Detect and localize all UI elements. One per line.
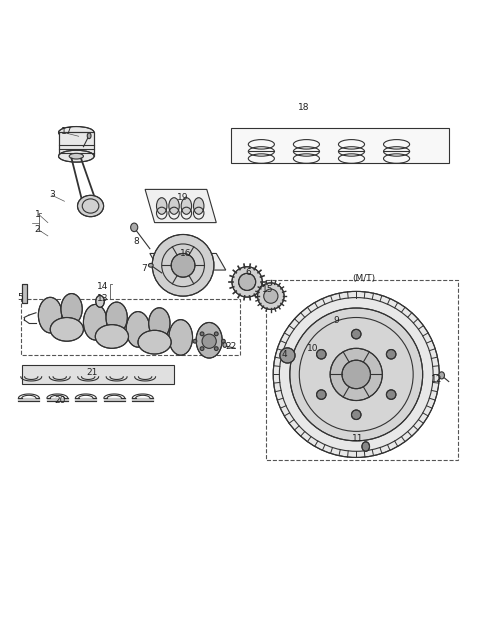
Ellipse shape — [138, 330, 171, 354]
Ellipse shape — [106, 302, 127, 333]
Ellipse shape — [362, 442, 370, 451]
Text: 18: 18 — [298, 103, 310, 112]
Ellipse shape — [439, 372, 444, 379]
Circle shape — [239, 274, 256, 290]
Circle shape — [351, 410, 361, 420]
Circle shape — [342, 360, 371, 389]
Text: 15: 15 — [262, 286, 273, 295]
Ellipse shape — [96, 324, 129, 349]
Text: 19: 19 — [177, 194, 189, 203]
Circle shape — [221, 339, 225, 343]
Circle shape — [232, 267, 262, 297]
Text: 1: 1 — [35, 210, 40, 218]
Ellipse shape — [61, 293, 82, 324]
Ellipse shape — [59, 150, 94, 162]
Circle shape — [317, 349, 326, 359]
Circle shape — [264, 289, 278, 304]
Ellipse shape — [193, 197, 204, 214]
Ellipse shape — [84, 304, 107, 340]
Circle shape — [215, 332, 218, 336]
Text: 21: 21 — [86, 368, 97, 377]
Text: 4: 4 — [282, 350, 288, 359]
Ellipse shape — [156, 197, 167, 214]
Text: 5: 5 — [17, 293, 23, 302]
Text: 20: 20 — [54, 396, 65, 405]
Bar — [22, 284, 27, 304]
Ellipse shape — [181, 197, 192, 214]
Bar — [59, 133, 94, 156]
Ellipse shape — [69, 153, 84, 159]
Circle shape — [317, 390, 326, 399]
Text: (M/T): (M/T) — [352, 274, 375, 283]
Ellipse shape — [149, 308, 170, 338]
Circle shape — [258, 283, 284, 309]
Circle shape — [290, 308, 423, 441]
Text: 17: 17 — [60, 126, 72, 135]
Ellipse shape — [131, 223, 138, 232]
Circle shape — [280, 348, 295, 363]
Circle shape — [152, 234, 214, 296]
Text: 7: 7 — [141, 264, 146, 273]
Circle shape — [386, 390, 396, 399]
Text: 6: 6 — [245, 269, 251, 277]
Text: 13: 13 — [96, 294, 108, 303]
Text: 11: 11 — [352, 434, 363, 443]
Ellipse shape — [169, 197, 179, 214]
Circle shape — [386, 349, 396, 359]
Text: 12: 12 — [431, 375, 443, 384]
Ellipse shape — [50, 318, 84, 341]
Circle shape — [202, 334, 216, 349]
Circle shape — [351, 330, 361, 339]
Circle shape — [273, 291, 439, 457]
Circle shape — [215, 347, 218, 351]
Bar — [22, 365, 174, 384]
Ellipse shape — [126, 312, 150, 347]
Polygon shape — [150, 253, 226, 270]
Text: 3: 3 — [49, 190, 55, 199]
Bar — [230, 128, 449, 163]
Ellipse shape — [196, 323, 222, 358]
Ellipse shape — [77, 196, 104, 217]
Bar — [59, 133, 94, 156]
Text: 16: 16 — [180, 249, 191, 258]
Ellipse shape — [169, 319, 192, 355]
Ellipse shape — [96, 295, 104, 307]
Text: 2: 2 — [35, 225, 40, 234]
Circle shape — [330, 349, 383, 401]
Circle shape — [171, 253, 195, 277]
Ellipse shape — [223, 343, 227, 347]
Ellipse shape — [38, 297, 62, 333]
Polygon shape — [145, 189, 216, 223]
Circle shape — [193, 339, 197, 343]
Text: 14: 14 — [97, 282, 108, 291]
Circle shape — [200, 332, 204, 336]
Text: 8: 8 — [134, 237, 140, 246]
Text: 10: 10 — [307, 344, 318, 353]
Bar — [22, 284, 27, 304]
Text: 9: 9 — [334, 316, 339, 325]
Circle shape — [200, 347, 204, 351]
Text: 22: 22 — [226, 342, 237, 351]
Ellipse shape — [59, 126, 94, 138]
Ellipse shape — [87, 133, 91, 138]
Ellipse shape — [148, 264, 153, 267]
